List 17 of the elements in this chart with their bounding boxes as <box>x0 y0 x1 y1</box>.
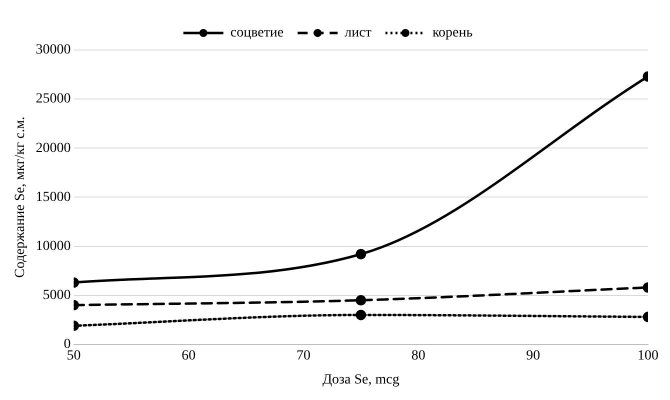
x-tick-label: 90 <box>526 348 540 364</box>
x-tick-label: 100 <box>638 348 658 364</box>
x-tick-label: 50 <box>66 348 81 364</box>
x-tick-label: 70 <box>296 348 310 364</box>
x-tick-label: 60 <box>182 348 196 364</box>
y-tick-label: 25000 <box>36 92 71 107</box>
y-axis-title: Содержание Se, мкг/кг с.м. <box>13 116 28 278</box>
legend-label: лист <box>344 26 372 41</box>
x-tick-label: 80 <box>411 348 426 364</box>
y-tick-label: 5000 <box>42 288 71 304</box>
y-tick-label: 20000 <box>36 140 71 156</box>
legend-label: корень <box>432 26 473 41</box>
y-tick-label: 15000 <box>36 190 71 205</box>
legend-label: соцветие <box>230 26 284 41</box>
y-tick-label: 10000 <box>36 238 71 254</box>
x-axis-title: Доза Se, mcg <box>322 372 400 388</box>
y-tick-label: 30000 <box>36 42 71 58</box>
